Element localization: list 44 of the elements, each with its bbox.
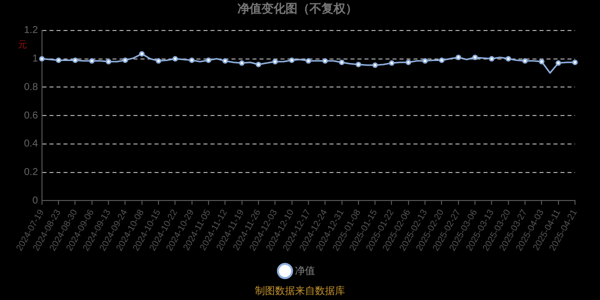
y-tick-label: 0.6 [24,110,38,122]
point [438,57,444,63]
point [389,60,394,66]
point [538,58,544,64]
legend-label: 净值 [295,264,315,277]
y-axis-title: 元 [18,40,27,51]
point [189,57,195,63]
text: 制图数据来自数据库 [254,284,346,298]
point [372,62,378,68]
y-tick-label: 1.2 [24,25,38,36]
point [272,58,278,64]
point [39,56,45,62]
point [139,51,145,57]
point [89,58,95,64]
point [156,58,162,64]
point [339,60,345,66]
point [172,56,178,62]
point [239,60,245,66]
point [106,58,112,64]
point [522,58,528,64]
point [406,60,412,66]
point [422,58,428,64]
point [72,57,78,63]
point [222,58,228,64]
point [256,62,262,68]
point [206,57,212,63]
point [56,57,62,63]
point [488,56,494,62]
chart-title: 净值变化图（不复权） [238,2,358,16]
point [306,58,312,64]
point [322,58,328,64]
y-tick-label: 0.2 [24,167,38,178]
y-tick-label: 0 [32,195,38,206]
point [506,56,512,62]
point [472,54,478,60]
point [356,62,362,68]
y-tick-label: 0.8 [24,82,38,93]
y-tick-label: 0.4 [24,138,38,150]
point [122,57,128,63]
y-tick-label: 1 [32,54,38,65]
point [289,57,295,63]
point [572,60,578,66]
point [456,54,462,60]
point [556,60,562,66]
